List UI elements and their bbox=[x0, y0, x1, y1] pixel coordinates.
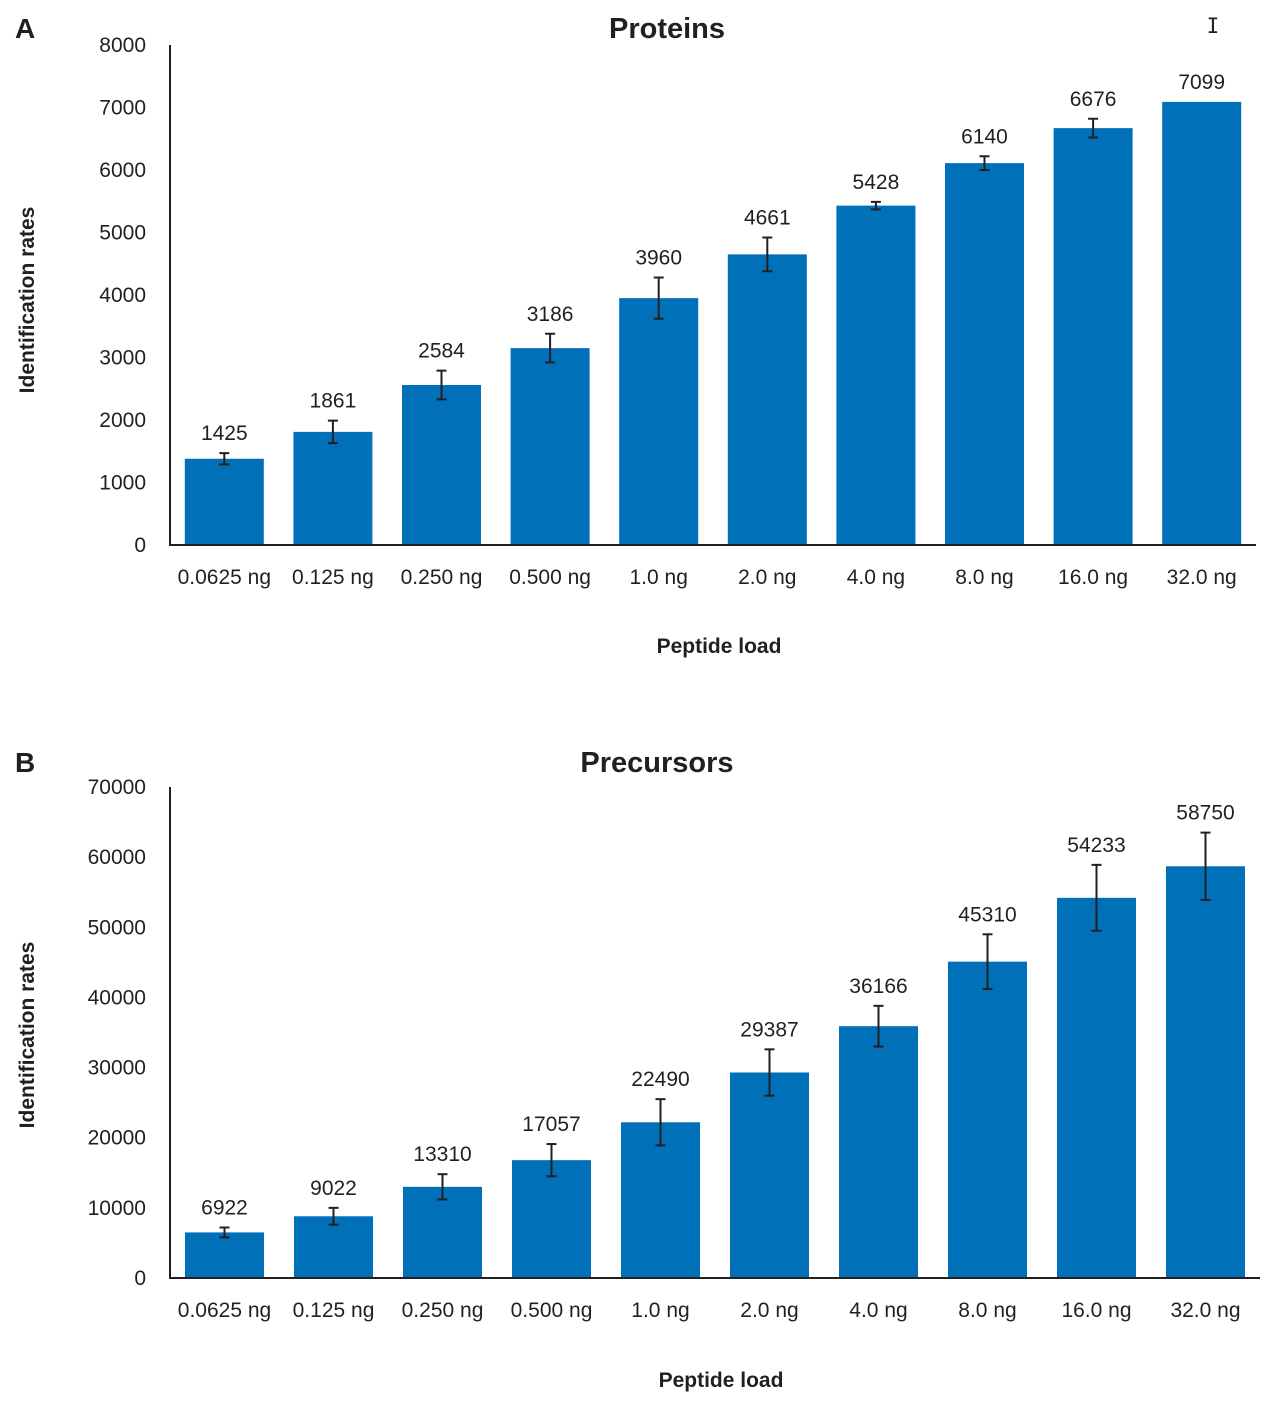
data-label: 36166 bbox=[849, 975, 907, 998]
data-label: 4661 bbox=[744, 207, 791, 230]
y-tick-label: 3000 bbox=[99, 347, 146, 370]
data-label: 6140 bbox=[961, 125, 1008, 148]
data-label: 58750 bbox=[1176, 802, 1234, 825]
bar bbox=[945, 163, 1024, 545]
data-label: 9022 bbox=[310, 1177, 357, 1200]
bar bbox=[1162, 101, 1242, 545]
x-tick-label: 0.250 ng bbox=[402, 1299, 484, 1322]
bar bbox=[948, 961, 1027, 1278]
x-tick-label: 0.125 ng bbox=[292, 566, 374, 589]
bar bbox=[1053, 128, 1133, 545]
x-tick-label: 0.250 ng bbox=[401, 566, 483, 589]
data-label: 29387 bbox=[740, 1018, 798, 1041]
x-tick-label: 0.500 ng bbox=[509, 566, 591, 589]
bar bbox=[403, 1186, 482, 1278]
bar bbox=[185, 1232, 264, 1278]
x-tick-label: 2.0 ng bbox=[740, 1299, 798, 1322]
y-tick-label: 4000 bbox=[99, 284, 146, 307]
data-label: 54233 bbox=[1067, 834, 1125, 857]
bar bbox=[402, 385, 481, 545]
bar bbox=[730, 1072, 809, 1278]
x-tick-label: 0.0625 ng bbox=[178, 566, 271, 589]
x-tick-label: 0.500 ng bbox=[511, 1299, 593, 1322]
bar bbox=[619, 298, 699, 545]
y-tick-label: 60000 bbox=[88, 846, 146, 869]
bar bbox=[1166, 866, 1245, 1278]
x-tick-label: 0.0625 ng bbox=[178, 1299, 271, 1322]
y-tick-label: 8000 bbox=[99, 34, 146, 57]
bar bbox=[727, 254, 807, 545]
chart-title: Proteins bbox=[609, 13, 725, 45]
bar bbox=[294, 1216, 373, 1278]
data-label: 1861 bbox=[310, 390, 357, 413]
x-tick-label: 8.0 ng bbox=[955, 566, 1013, 589]
panel-letter: B bbox=[15, 747, 35, 778]
y-tick-label: 70000 bbox=[88, 776, 146, 799]
x-tick-label: 4.0 ng bbox=[849, 1299, 907, 1322]
x-axis-title: Peptide load bbox=[657, 635, 782, 658]
bar bbox=[621, 1122, 700, 1278]
data-label: 22490 bbox=[631, 1068, 689, 1091]
bar bbox=[512, 1160, 591, 1278]
data-label: 7099 bbox=[1178, 71, 1225, 94]
chart-title: Precursors bbox=[580, 747, 733, 779]
y-axis-title: Identification rates bbox=[16, 207, 39, 394]
x-tick-label: 4.0 ng bbox=[847, 566, 905, 589]
x-tick-label: 32.0 ng bbox=[1167, 566, 1237, 589]
data-label: 5428 bbox=[853, 171, 900, 194]
x-tick-label: 8.0 ng bbox=[958, 1299, 1016, 1322]
y-tick-label: 1000 bbox=[99, 472, 146, 495]
x-tick-label: 32.0 ng bbox=[1170, 1299, 1240, 1322]
y-tick-label: 20000 bbox=[88, 1127, 146, 1150]
panel-letter: A bbox=[15, 13, 35, 44]
data-label: 13310 bbox=[413, 1143, 471, 1166]
bar bbox=[1057, 897, 1136, 1278]
x-axis-title: Peptide load bbox=[659, 1369, 784, 1392]
x-tick-label: 2.0 ng bbox=[738, 566, 796, 589]
y-tick-label: 0 bbox=[134, 534, 146, 557]
y-axis-title: Identification rates bbox=[16, 942, 39, 1129]
x-tick-label: 16.0 ng bbox=[1058, 566, 1128, 589]
data-label: 6676 bbox=[1070, 88, 1117, 111]
bar bbox=[293, 431, 373, 545]
y-tick-label: 2000 bbox=[99, 409, 146, 432]
y-tick-label: 40000 bbox=[88, 986, 146, 1009]
bar bbox=[510, 348, 590, 545]
y-tick-label: 10000 bbox=[88, 1197, 146, 1220]
legend-error-marker: I bbox=[1207, 14, 1220, 38]
y-tick-label: 30000 bbox=[88, 1057, 146, 1080]
chart-precursors: B Precursors 0 10000 20000 30000 40000 50000 600… bbox=[15, 747, 1260, 1392]
data-label: 45310 bbox=[958, 903, 1016, 926]
data-label: 2584 bbox=[418, 340, 465, 363]
bar bbox=[839, 1026, 918, 1278]
data-label: 3960 bbox=[635, 247, 682, 270]
y-tick-label: 5000 bbox=[99, 222, 146, 245]
data-label: 3186 bbox=[527, 303, 574, 326]
chart-proteins: A Proteins 0 1000 2000 3000 4000 5000 6000 7000 80… bbox=[15, 13, 1256, 658]
y-tick-label: 0 bbox=[134, 1267, 146, 1290]
bar bbox=[836, 205, 916, 545]
data-label: 6922 bbox=[201, 1196, 248, 1219]
y-tick-label: 7000 bbox=[99, 97, 146, 120]
data-label: 1425 bbox=[201, 422, 248, 445]
x-tick-label: 0.125 ng bbox=[293, 1299, 375, 1322]
data-label: 17057 bbox=[522, 1113, 580, 1136]
y-tick-label: 6000 bbox=[99, 159, 146, 182]
x-tick-label: 1.0 ng bbox=[631, 1299, 689, 1322]
x-tick-label: 16.0 ng bbox=[1061, 1299, 1131, 1322]
x-tick-label: 1.0 ng bbox=[630, 566, 688, 589]
y-tick-label: 50000 bbox=[88, 916, 146, 939]
bar bbox=[184, 458, 264, 545]
